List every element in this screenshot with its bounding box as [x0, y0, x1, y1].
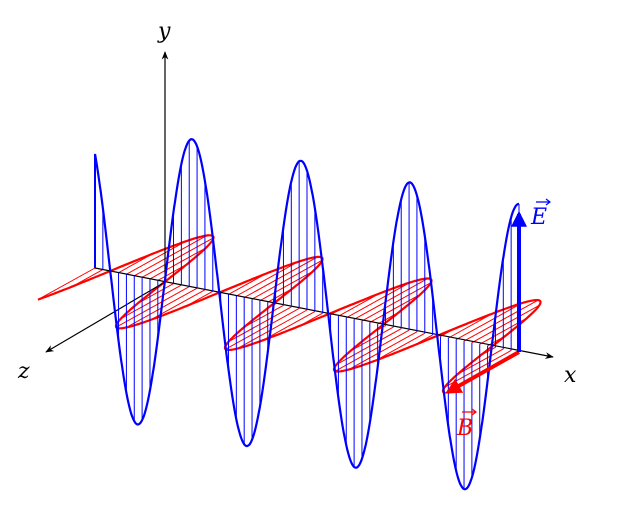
b-field-hatch-line [346, 282, 411, 319]
y-axis-label: y [157, 19, 171, 44]
b-field-hatch-line [237, 309, 308, 350]
b-field-hatch-line [457, 348, 504, 375]
b-field-hatch-line [137, 283, 174, 304]
b-field-hatch-line [448, 313, 493, 339]
b-field-hatch-line [120, 284, 182, 320]
electric-field-wave [93, 138, 520, 491]
vector-arrow-accent [462, 408, 477, 416]
vector-arrow-accent [536, 198, 551, 206]
b-field-hatch-line [348, 331, 418, 370]
b-field-hatch-line [361, 282, 432, 322]
b-field-hatch-line [115, 286, 190, 328]
b-field-hatch-line [471, 304, 540, 344]
b-field-hatch-line [243, 304, 284, 328]
b-field-hatch-line [369, 294, 421, 323]
b-field-hatch-line [141, 237, 214, 278]
b-field-hatch-line [444, 350, 512, 388]
b-field-hatch-line [353, 278, 429, 320]
b-field-hatch-line [126, 240, 187, 275]
z-axis [45, 281, 166, 353]
b-field-hatch-line [150, 289, 206, 321]
magnetic-field-wave [37, 234, 542, 395]
b-field-hatch-line [259, 270, 314, 302]
b-field-hatch-line [37, 267, 96, 301]
b-vector-label: B [456, 408, 477, 441]
b-field-hatch-line [262, 311, 316, 341]
b-field-hatch-line [243, 256, 318, 298]
b-field-hatch-line [134, 235, 208, 277]
b-field-hatch-line [375, 332, 426, 361]
e-vector-label: E [530, 198, 551, 230]
b-label-text: B [456, 416, 473, 441]
b-field-hatch-line [251, 259, 323, 300]
e-label-text: E [530, 205, 547, 230]
b-vector-arrow [445, 350, 520, 394]
e-field-curve [93, 138, 519, 491]
x-axis-label: x [564, 363, 577, 388]
b-field-hatch-line [334, 329, 410, 372]
z-axis-label: z [17, 359, 30, 384]
b-field-hatch-line [149, 247, 206, 280]
x-axis [94, 267, 554, 359]
b-field-hatch-line [463, 299, 539, 342]
b-field-hatch-line [225, 308, 300, 350]
b-field-hatch-line [336, 328, 402, 365]
b-field-hatch-line [455, 302, 523, 340]
b-field-hatch-line [350, 326, 394, 352]
b-field-hatch-line [236, 261, 299, 297]
